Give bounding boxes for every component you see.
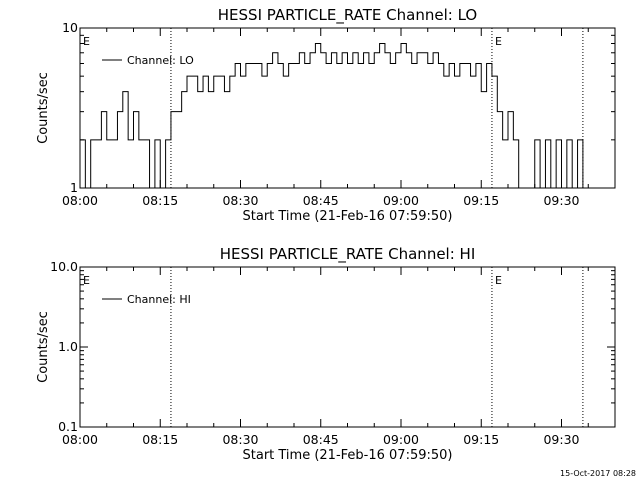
chart-2-x-tick-label: 08:00 <box>62 432 98 447</box>
chart-2-x-tick-label: 09:00 <box>383 432 419 447</box>
chart-1-y-tick-label: 1 <box>70 180 78 195</box>
chart-2-x-tick-label: 08:15 <box>142 432 178 447</box>
chart-2-legend-label: Channel: HI <box>127 293 191 306</box>
chart-1-legend-label: Channel: LO <box>127 54 194 67</box>
chart-1-x-tick-label: 08:45 <box>303 193 339 208</box>
chart-2-event-marker-label: E <box>495 274 502 287</box>
chart-1-x-tick-label: 09:00 <box>383 193 419 208</box>
plot-timestamp: 15-Oct-2017 08:28 <box>560 469 636 478</box>
chart-1-y-tick-label: 10 <box>62 20 78 35</box>
chart-2-y-tick-label: 10.0 <box>50 259 78 274</box>
chart-2-x-tick-label: 09:30 <box>543 432 579 447</box>
chart-2-y-tick-label: 0.1 <box>58 419 78 434</box>
chart-2-y-tick-label: 1.0 <box>58 339 78 354</box>
chart-1-event-marker-label: E <box>83 35 90 48</box>
chart-1-y-axis-label: Counts/sec <box>36 72 51 144</box>
chart-1-event-marker-label: E <box>495 35 502 48</box>
chart-2-title: HESSI PARTICLE_RATE Channel: HI <box>220 245 476 264</box>
chart-1-x-tick-label: 09:15 <box>463 193 499 208</box>
chart-2-event-marker-label: E <box>83 274 90 287</box>
chart-2-x-tick-label: 08:45 <box>303 432 339 447</box>
chart-1-x-tick-label: 08:00 <box>62 193 98 208</box>
chart-1-x-tick-label: 08:15 <box>142 193 178 208</box>
chart-1-title: HESSI PARTICLE_RATE Channel: LO <box>218 6 477 25</box>
chart-2-x-axis-label: Start Time (21-Feb-16 07:59:50) <box>243 448 453 463</box>
chart-1-series-line <box>80 43 589 189</box>
chart-1-x-tick-label: 09:30 <box>543 193 579 208</box>
chart-2-plot-frame <box>79 266 616 428</box>
chart-1-x-tick-label: 08:30 <box>222 193 258 208</box>
chart-1-x-axis-label: Start Time (21-Feb-16 07:59:50) <box>243 209 453 224</box>
chart-2-x-tick-label: 09:15 <box>463 432 499 447</box>
chart-2-x-tick-label: 08:30 <box>222 432 258 447</box>
chart-2-y-axis-label: Counts/sec <box>36 311 51 383</box>
